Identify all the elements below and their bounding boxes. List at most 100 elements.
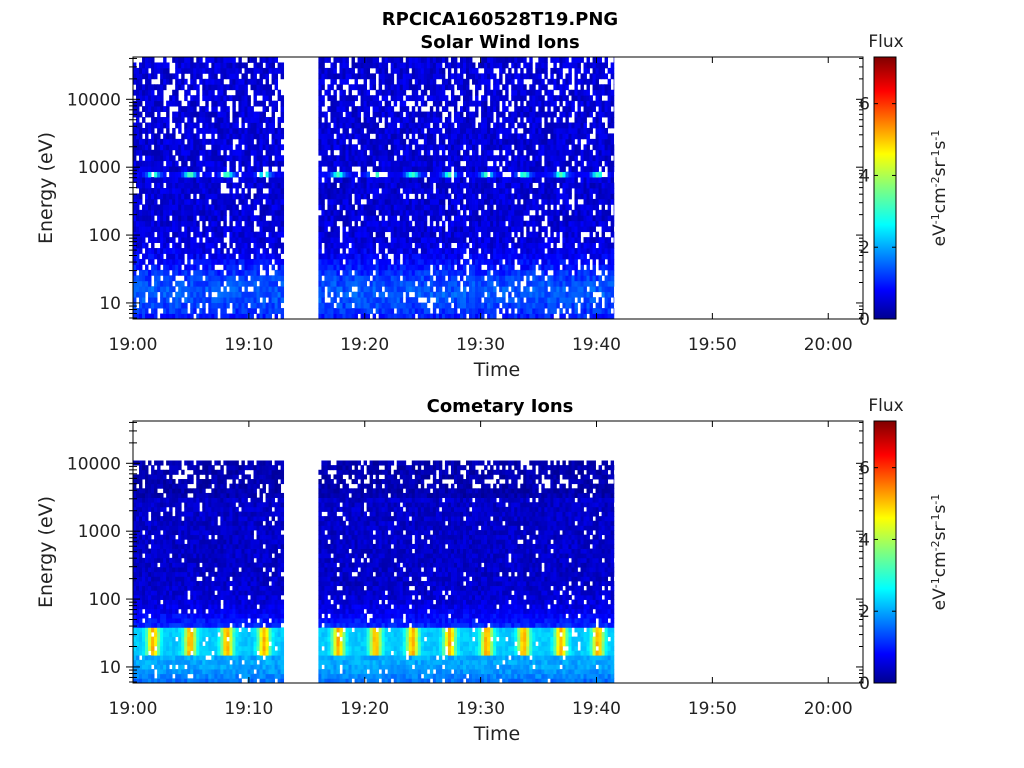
spectrogram-cell (453, 57, 458, 63)
spectrogram-cell (453, 215, 458, 222)
spectrogram-cell (175, 144, 179, 151)
spectrogram-cell (469, 155, 473, 162)
spectrogram-cell (235, 231, 239, 238)
spectrogram-cell (211, 258, 215, 265)
spectrogram-cell (444, 269, 449, 276)
spectrogram-cell (256, 313, 260, 320)
spectrogram-cell (463, 248, 467, 254)
spectrogram-cell (205, 111, 209, 118)
spectrogram-cell (366, 100, 371, 107)
spectrogram-cell (202, 182, 206, 189)
spectrogram-cell (469, 198, 473, 205)
spectrogram-cell (438, 313, 443, 320)
spectrogram-cell (187, 111, 191, 118)
spectrogram-cell (190, 286, 194, 293)
spectrogram-cell (321, 226, 325, 233)
spectrogram-cell (429, 231, 434, 238)
spectrogram-cell (250, 166, 254, 173)
spectrogram-cell (499, 78, 503, 85)
spectrogram-cell (208, 188, 212, 194)
spectrogram-cell (199, 62, 203, 69)
spectrogram-cell (369, 215, 374, 222)
spectrogram-cell (417, 286, 422, 293)
spectrogram-cell (360, 204, 364, 211)
spectrogram-cell (271, 100, 275, 107)
spectrogram-cell (463, 182, 467, 189)
spectrogram-cell (226, 253, 230, 260)
spectrogram-cell (408, 171, 413, 178)
spectrogram-cell (157, 95, 161, 102)
spectrogram-cell (345, 297, 349, 304)
spectrogram-cell (211, 106, 215, 112)
spectrogram-cell (193, 269, 197, 276)
spectrogram-cell (205, 106, 209, 112)
spectrogram-cell (435, 144, 440, 151)
spectrogram-cell (475, 231, 479, 238)
spectrogram-cell (529, 291, 533, 298)
spectrogram-cell (423, 253, 428, 260)
spectrogram-cell (360, 242, 364, 249)
spectrogram-cell (223, 231, 227, 238)
spectrogram-cell (363, 138, 367, 145)
spectrogram-cell (484, 127, 488, 134)
spectrogram-cell (220, 106, 224, 112)
spectrogram-cell (363, 215, 367, 222)
spectrogram-cell (184, 308, 188, 314)
spectrogram-cell (321, 160, 325, 167)
spectrogram-cell (417, 269, 422, 276)
spectrogram-cell (199, 149, 203, 156)
spectrogram-cell (244, 106, 248, 112)
spectrogram-cell (384, 155, 389, 162)
spectrogram-cell (396, 155, 401, 162)
spectrogram-cell (399, 111, 404, 118)
spectrogram-cell (447, 117, 452, 123)
spectrogram-cell (496, 209, 500, 216)
spectrogram-cell (154, 100, 158, 107)
spectrogram-cell (169, 171, 173, 178)
spectrogram-cell (190, 177, 194, 183)
spectrogram-cell (250, 291, 254, 298)
spectrogram-cell (193, 291, 197, 298)
spectrogram-cell (469, 73, 473, 80)
spectrogram-cell (402, 78, 407, 85)
spectrogram-cell (241, 215, 245, 222)
spectrogram-cell (259, 209, 263, 216)
spectrogram-cell (154, 144, 158, 151)
spectrogram-cell (136, 122, 140, 129)
spectrogram-cell (250, 133, 254, 140)
spectrogram-cell (393, 133, 398, 140)
spectrogram-cell (354, 264, 358, 271)
spectrogram-cell (375, 89, 380, 96)
spectrogram-cell (511, 258, 515, 265)
spectrogram-cell (342, 166, 346, 173)
spectrogram-cell (136, 182, 140, 189)
spectrogram-cell (384, 73, 389, 80)
spectrogram-cell (387, 166, 392, 173)
spectrogram-cell (469, 171, 473, 178)
spectrogram-cell (190, 155, 194, 162)
spectrogram-cell (411, 215, 416, 222)
spectrogram-cell (505, 166, 509, 173)
spectrogram-cell (148, 253, 152, 260)
spectrogram-cell (181, 78, 185, 85)
spectrogram-cell (333, 144, 337, 151)
spectrogram-cell (217, 84, 221, 91)
spectrogram-cell (426, 73, 431, 80)
spectrogram-cell (372, 111, 377, 118)
spectrogram-cell (196, 291, 200, 298)
spectrogram-cell (423, 133, 428, 140)
spectrogram-cell (490, 117, 494, 123)
spectrogram-cell (196, 111, 200, 118)
spectrogram-cell (202, 226, 206, 233)
spectrogram-cell (508, 177, 512, 183)
spectrogram-cell (148, 78, 152, 85)
spectrogram-cell (274, 182, 279, 189)
spectrogram-cell (447, 258, 452, 265)
spectrogram-cell (178, 122, 182, 129)
spectrogram-cell (435, 275, 440, 282)
spectrogram-cell (523, 242, 527, 249)
spectrogram-cell (481, 95, 485, 102)
spectrogram-cell (205, 62, 209, 69)
spectrogram-cell (187, 297, 191, 304)
spectrogram-cell (481, 204, 485, 211)
